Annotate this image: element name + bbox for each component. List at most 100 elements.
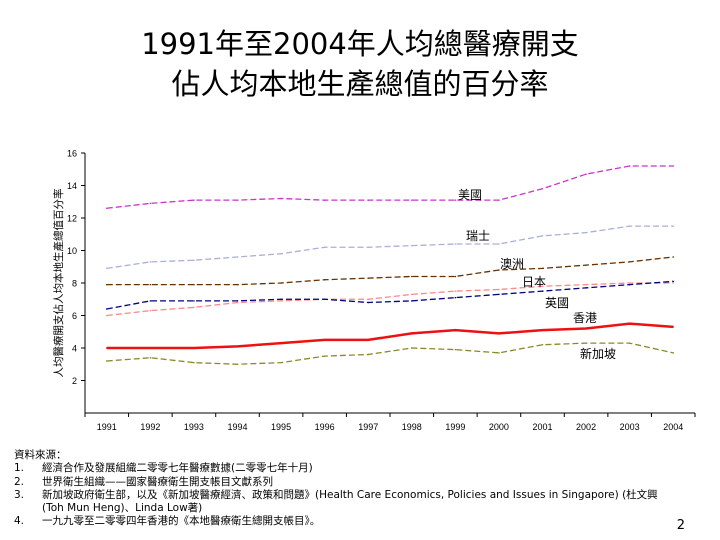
y-axis-label-group: 人均醫療開支佔人均本地生產總值百分率	[52, 189, 65, 378]
data-point	[105, 360, 108, 362]
data-point	[323, 246, 326, 249]
data-point	[541, 267, 544, 270]
series-label: 新加坡	[580, 346, 616, 361]
data-point	[236, 256, 239, 258]
data-point	[498, 199, 500, 201]
source-number: 3.	[14, 488, 25, 501]
data-point	[193, 199, 195, 201]
y-tick-label: 14	[67, 181, 77, 191]
data-point	[628, 322, 631, 325]
data-point	[585, 264, 587, 266]
line-chart: 人均醫療開支佔人均本地生產總值百分率 2 4 6 8 10 12 14 16 1991 1992 1…	[52, 149, 696, 432]
source-number: 2.	[14, 475, 25, 488]
data-point	[454, 243, 457, 245]
data-point	[105, 308, 108, 310]
series-label: 日本	[522, 275, 546, 289]
data-point	[280, 252, 282, 255]
data-point	[280, 300, 282, 302]
data-point	[236, 363, 239, 366]
data-point	[628, 342, 631, 344]
x-tick-label: 1995	[271, 422, 291, 432]
y-tick-label: 2	[72, 376, 77, 386]
data-point	[193, 361, 195, 364]
source-text: 新加坡政府衛生部，以及《新加坡醫療經濟、政策和問題》(Health Care E…	[42, 488, 658, 515]
data-point	[236, 300, 239, 302]
data-point	[628, 165, 631, 167]
series-label: 美國	[458, 188, 482, 202]
series-line	[106, 342, 674, 365]
data-point	[498, 352, 500, 354]
series-label: 香港	[573, 311, 597, 325]
data-point	[410, 332, 413, 335]
data-point	[236, 199, 239, 201]
y-tick-label: 12	[67, 214, 77, 224]
data-point	[454, 275, 457, 278]
data-point	[149, 347, 152, 349]
data-point	[585, 342, 587, 344]
x-tick-label: 1999	[445, 422, 465, 432]
data-point	[672, 165, 675, 167]
data-point	[367, 301, 370, 304]
series-label: 澳洲	[500, 257, 524, 271]
source-number: 1.	[14, 462, 25, 475]
series-line	[106, 322, 674, 350]
source-text: 世界衛生組織——國家醫療衛生開支帳目文獻系列	[42, 475, 273, 488]
data-point	[410, 293, 413, 296]
data-point	[541, 187, 544, 190]
data-point	[280, 197, 282, 200]
series-line	[106, 165, 674, 209]
data-point	[105, 267, 108, 270]
title-line-2: 佔人均本地生產總值的百分率	[171, 67, 549, 101]
y-tick-label: 10	[67, 246, 77, 256]
data-point	[498, 332, 500, 335]
x-tick-label: 2002	[576, 422, 596, 432]
data-point	[454, 296, 457, 299]
data-point	[498, 269, 500, 271]
data-point	[367, 298, 370, 301]
data-point	[454, 199, 457, 201]
data-point	[105, 207, 108, 210]
data-point	[454, 348, 457, 351]
data-point	[672, 256, 675, 258]
data-point	[541, 285, 544, 288]
data-point	[628, 225, 631, 227]
data-point	[672, 225, 675, 227]
x-tick-label: 1998	[402, 422, 422, 432]
slide-title: 1991年至2004年人均總醫療開支 佔人均本地生產總值的百分率	[0, 24, 720, 104]
x-tick-label: 2001	[532, 422, 552, 432]
data-point	[454, 329, 457, 331]
data-point	[280, 361, 282, 364]
data-point	[628, 261, 631, 263]
data-point	[498, 288, 500, 291]
data-point	[410, 300, 413, 302]
data-point	[585, 231, 587, 234]
data-point	[410, 275, 413, 278]
data-point	[585, 287, 587, 289]
source-item-3: 3. 新加坡政府衛生部，以及《新加坡醫療經濟、政策和問題》(Health Car…	[14, 489, 674, 516]
data-point	[323, 278, 326, 281]
data-point	[410, 199, 413, 201]
x-tick-label: 1992	[140, 422, 160, 432]
x-tick-label: 2003	[620, 422, 640, 432]
data-point	[280, 342, 282, 344]
data-point	[367, 277, 370, 279]
x-tick-label: 1997	[358, 422, 378, 432]
data-point	[236, 283, 239, 286]
data-point	[672, 326, 675, 328]
data-point	[193, 306, 195, 309]
data-point	[149, 261, 152, 263]
x-tick-label: 2000	[489, 422, 509, 432]
series-lines	[105, 165, 675, 366]
data-point	[193, 259, 195, 262]
y-tick-label: 6	[72, 311, 77, 321]
data-point	[323, 298, 326, 301]
sources-heading: 資料來源：	[14, 449, 67, 461]
y-axis-label: 人均醫療開支佔人均本地生產總值百分率	[52, 189, 65, 378]
data-point	[410, 347, 413, 349]
x-tick-label: 1994	[227, 422, 247, 432]
data-point	[149, 309, 152, 312]
series-label: 瑞士	[466, 229, 490, 243]
data-point	[105, 347, 108, 349]
data-point	[193, 300, 195, 302]
